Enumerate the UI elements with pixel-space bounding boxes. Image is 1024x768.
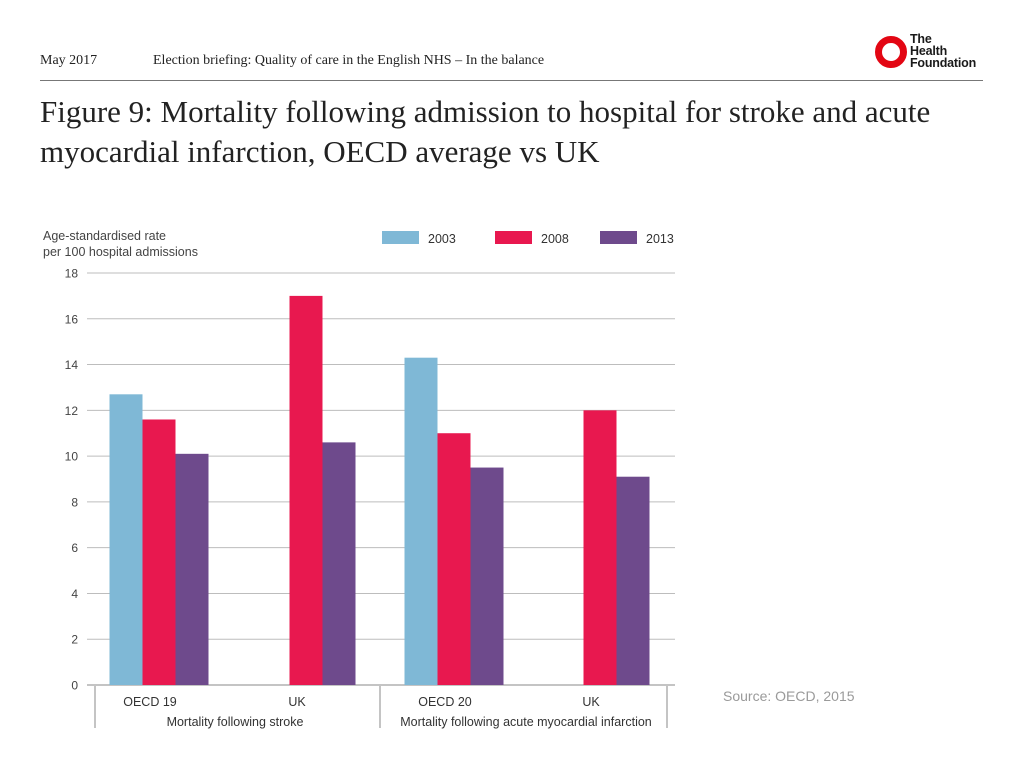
bar-2003-oecd-20 <box>404 357 438 685</box>
chart-legend: 2003 2008 2013 <box>382 231 674 246</box>
bar-2003-oecd-19 <box>109 394 143 685</box>
bar-2008-oecd-19 <box>142 419 176 685</box>
logo-ring-icon <box>875 36 907 68</box>
legend-label: 2008 <box>541 232 569 246</box>
x-category-label: UK <box>288 695 306 709</box>
x-category-label: OECD 19 <box>123 695 177 709</box>
y-tick-label: 6 <box>71 541 78 555</box>
bar-2013-oecd-20 <box>470 467 504 685</box>
y-tick-label: 14 <box>65 358 79 372</box>
group-label: Mortality following stroke <box>167 715 304 729</box>
logo-line: Foundation <box>910 56 977 70</box>
x-axis: OECD 19 UK OECD 20 UK Mortality following st… <box>94 686 668 729</box>
legend-label: 2013 <box>646 232 674 246</box>
y-tick-label: 10 <box>65 450 79 464</box>
legend-swatch-2013 <box>600 231 637 244</box>
bar-2013-oecd-19 <box>175 453 209 685</box>
bar-2008-oecd-20 <box>437 433 471 685</box>
logo-line: The <box>910 32 932 46</box>
header-date: May 2017 <box>40 53 98 68</box>
y-tick-label: 2 <box>71 633 78 647</box>
bar-2013-uk <box>322 442 356 685</box>
bar-2013-uk <box>616 476 650 685</box>
y-tick-label: 16 <box>65 312 79 326</box>
legend-label: 2003 <box>428 232 456 246</box>
y-axis-label-line: per 100 hospital admissions <box>43 245 198 259</box>
x-category-label: OECD 20 <box>418 695 472 709</box>
bar-2008-uk <box>289 295 323 685</box>
header-divider <box>40 80 983 81</box>
y-tick-label: 0 <box>71 679 78 693</box>
figure-title: Figure 9: Mortality following admission … <box>40 94 931 169</box>
legend-swatch-2008 <box>495 231 532 244</box>
bar-2008-uk <box>583 410 617 685</box>
y-tick-label: 18 <box>65 267 79 281</box>
y-tick-label: 4 <box>71 587 78 601</box>
logo-line: Health <box>910 44 948 58</box>
y-axis-ticks: 0 2 4 6 8 10 12 14 16 18 <box>65 267 79 693</box>
source-note: Source: OECD, 2015 <box>723 688 855 704</box>
x-category-label: UK <box>582 695 600 709</box>
chart-bars <box>109 295 650 685</box>
group-label: Mortality following acute myocardial inf… <box>400 715 652 729</box>
legend-swatch-2003 <box>382 231 419 244</box>
y-axis-label-line: Age-standardised rate <box>43 229 166 243</box>
health-foundation-logo: The Health Foundation <box>875 32 985 70</box>
y-tick-label: 8 <box>71 495 78 509</box>
logo-text: The Health Foundation <box>910 32 977 70</box>
y-tick-label: 12 <box>65 404 79 418</box>
header-briefing-title: Election briefing: Quality of care in th… <box>153 53 545 68</box>
